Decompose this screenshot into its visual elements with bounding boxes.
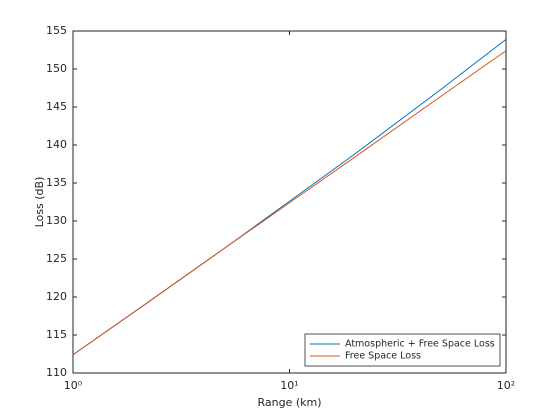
- series-line: [72, 38, 507, 356]
- axes-box: [72, 30, 507, 374]
- legend-label: Free Space Loss: [345, 351, 421, 362]
- y-axis-label: Loss (dB): [33, 177, 46, 228]
- y-tick-label: 125: [46, 252, 67, 265]
- legend-label: Atmospheric + Free Space Loss: [345, 339, 495, 350]
- y-tick-label: 150: [46, 62, 67, 75]
- y-tick-label: 155: [46, 24, 67, 37]
- y-tick-label: 145: [46, 100, 67, 113]
- y-tick-label: 135: [46, 176, 67, 189]
- y-tick-label: 115: [46, 328, 67, 341]
- series-line: [72, 50, 507, 356]
- legend-box: [304, 333, 501, 367]
- x-axis-label: Range (km): [257, 396, 321, 409]
- y-tick-label: 110: [46, 366, 67, 379]
- x-tick-label: 10⁰: [64, 379, 83, 392]
- y-tick-label: 120: [46, 290, 67, 303]
- y-tick-label: 140: [46, 138, 67, 151]
- y-tick-label: 130: [46, 214, 67, 227]
- x-tick-label: 10¹: [280, 379, 298, 392]
- x-tick-label: 10²: [497, 379, 515, 392]
